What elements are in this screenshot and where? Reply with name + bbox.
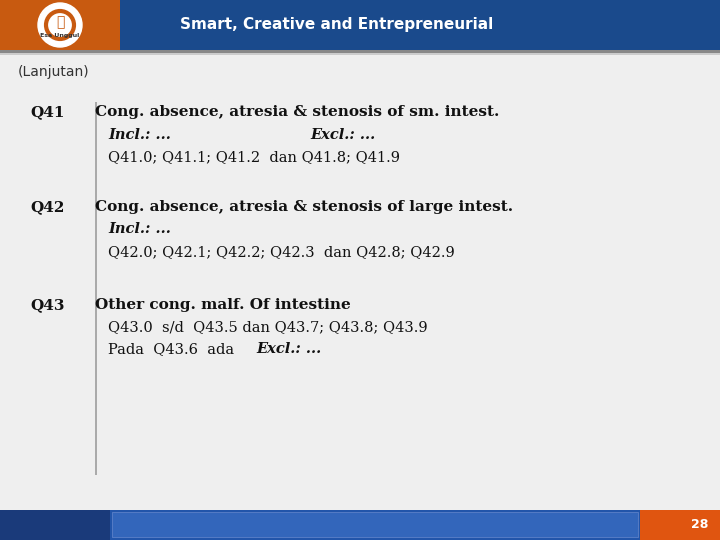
Bar [0, 50, 720, 53]
Text: Excl.: ...: Excl.: ... [256, 342, 321, 356]
Text: Q41: Q41 [30, 105, 65, 119]
Text: Cong. absence, atresia & stenosis of large intest.: Cong. absence, atresia & stenosis of lar… [95, 200, 513, 214]
Text: Q42: Q42 [30, 200, 64, 214]
Text: Cong. absence, atresia & stenosis of sm. intest.: Cong. absence, atresia & stenosis of sm.… [95, 105, 500, 119]
Bar [0, 53, 720, 55]
Text: Q42.0; Q42.1; Q42.2; Q42.3  dan Q42.8; Q42.9: Q42.0; Q42.1; Q42.2; Q42.3 dan Q42.8; Q4… [108, 245, 455, 259]
Text: (Lanjutan): (Lanjutan) [18, 65, 89, 79]
Text: Excl.: ...: Excl.: ... [310, 128, 375, 142]
Bar [112, 512, 638, 537]
Bar [95, 102, 96, 475]
Text: Pada  Q43.6  ada: Pada Q43.6 ada [108, 342, 239, 356]
Text: Incl.: ...: Incl.: ... [108, 222, 171, 236]
Bar [0, 0, 120, 50]
Bar [640, 510, 720, 540]
Text: Other cong. malf. Of intestine: Other cong. malf. Of intestine [95, 298, 351, 312]
Circle shape [38, 3, 82, 47]
Text: Incl.: ...: Incl.: ... [108, 128, 171, 142]
Text: Q43: Q43 [30, 298, 65, 312]
Bar [110, 510, 640, 540]
Text: Smart, Creative and Entrepreneurial: Smart, Creative and Entrepreneurial [180, 17, 493, 32]
Text: Q41.0; Q41.1; Q41.2  dan Q41.8; Q41.9: Q41.0; Q41.1; Q41.2 dan Q41.8; Q41.9 [108, 150, 400, 164]
Text: Q43.0  s/d  Q43.5 dan Q43.7; Q43.8; Q43.9: Q43.0 s/d Q43.5 dan Q43.7; Q43.8; Q43.9 [108, 320, 428, 334]
Text: ⓤ: ⓤ [56, 15, 64, 29]
Bar [120, 0, 720, 50]
Text: Esa Unggul: Esa Unggul [40, 32, 80, 37]
Bar [0, 510, 110, 540]
Text: 28: 28 [691, 518, 708, 531]
